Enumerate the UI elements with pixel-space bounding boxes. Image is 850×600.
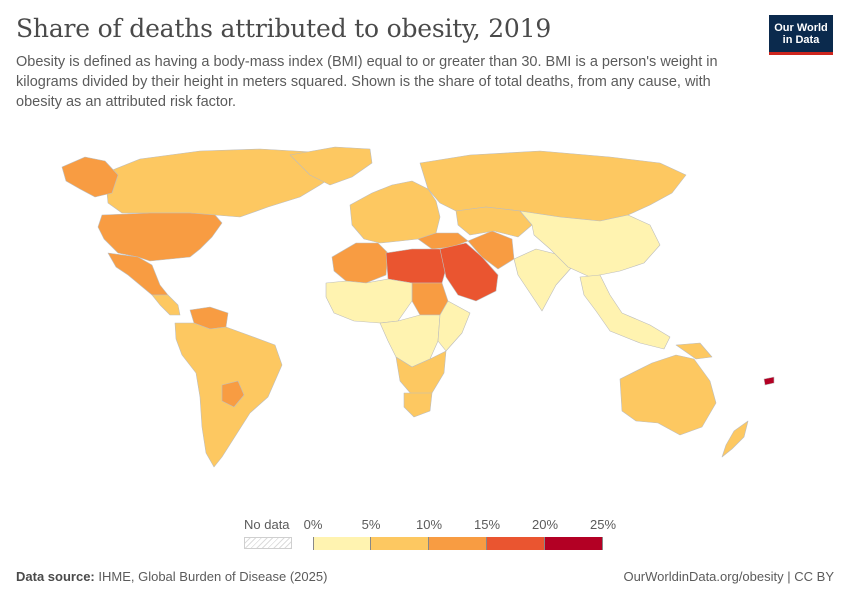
footer-separator: | [787, 569, 791, 584]
region-new-zealand[interactable] [721, 420, 749, 458]
legend-tick-0: 0% [303, 517, 323, 532]
legend-bin-10-15[interactable] [429, 537, 487, 550]
chart-subtitle: Obesity is defined as having a body-mass… [16, 54, 718, 110]
source-link[interactable]: OurWorldinData.org/obesity [623, 569, 784, 584]
region-canada[interactable] [104, 148, 339, 218]
legend-no-data-label: No data [244, 517, 290, 532]
region-north-africa[interactable] [331, 242, 389, 284]
legend-tick-25: 25% [589, 517, 617, 532]
region-central-africa[interactable] [379, 314, 441, 368]
region-west-africa[interactable] [325, 278, 413, 324]
legend-no-data-swatch[interactable] [244, 537, 292, 549]
region-central-asia[interactable] [455, 206, 533, 238]
legend-bin-20-25[interactable] [545, 537, 603, 550]
region-arabian-peninsula[interactable] [439, 242, 499, 302]
license-link[interactable]: CC BY [794, 569, 834, 584]
region-southeast-asia[interactable] [579, 274, 671, 350]
region-fiji[interactable] [763, 376, 775, 386]
data-source: Data source: IHME, Global Burden of Dise… [16, 569, 327, 584]
region-europe[interactable] [349, 180, 441, 244]
region-greenland[interactable] [289, 146, 373, 186]
region-china[interactable] [519, 210, 661, 278]
legend-tick-15: 15% [473, 517, 501, 532]
legend-tick-20: 20% [531, 517, 559, 532]
region-alaska[interactable] [61, 156, 119, 198]
region-central-america[interactable] [151, 294, 181, 316]
region-australia[interactable] [619, 354, 717, 436]
legend-bin-0-5[interactable] [313, 537, 371, 550]
legend-bin-15-20[interactable] [487, 537, 545, 550]
world-map [61, 146, 775, 468]
data-source-label: Data source: [16, 569, 95, 584]
region-paraguay[interactable] [221, 380, 245, 408]
legend-tick-5: 5% [361, 517, 381, 532]
logo-line-2: in Data [782, 33, 820, 46]
region-south-africa[interactable] [403, 392, 433, 418]
region-papua-new-guinea[interactable] [675, 342, 713, 360]
region-united-states[interactable] [97, 212, 223, 262]
logo-line-1: Our World [774, 21, 828, 34]
owid-logo[interactable]: Our World in Data [769, 15, 833, 55]
region-southern-africa[interactable] [395, 350, 447, 396]
legend-bin-5-10[interactable] [371, 537, 429, 550]
region-libya-egypt[interactable] [385, 248, 447, 284]
data-source-text: IHME, Global Burden of Disease (2025) [98, 569, 328, 584]
region-india[interactable] [513, 248, 573, 312]
legend-color-scale [313, 537, 603, 550]
legend-tick-10: 10% [415, 517, 443, 532]
chart-title: Share of deaths attributed to obesity, 2… [16, 14, 552, 43]
region-east-africa[interactable] [437, 300, 471, 352]
footer-links: OurWorldinData.org/obesity | CC BY [623, 569, 834, 584]
